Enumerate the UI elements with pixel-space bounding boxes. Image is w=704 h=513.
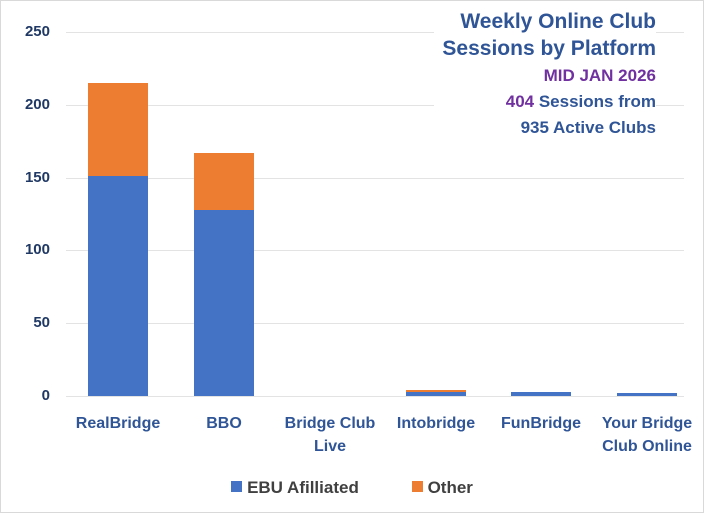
- chart-title: Weekly Online Club Sessions by Platform …: [434, 8, 656, 141]
- bar-other: [406, 390, 466, 392]
- x-axis-label: Bridge Club Live: [275, 412, 385, 458]
- sessions-text: Sessions from: [534, 92, 656, 111]
- title-line-1: Weekly Online Club: [460, 10, 656, 33]
- bar-ebu: [511, 391, 571, 396]
- gridline: [66, 323, 684, 325]
- sessions-count: 404: [505, 92, 535, 111]
- x-label-line: Your Bridge: [601, 415, 693, 432]
- x-axis-label: FunBridge: [486, 412, 596, 435]
- y-tick-label: 200: [24, 95, 50, 113]
- y-tick-label: 150: [24, 168, 50, 186]
- legend-item-other: Other: [411, 478, 473, 498]
- legend-item-ebu: EBU Afilliated: [231, 478, 359, 498]
- bar-other: [88, 82, 148, 177]
- legend-label-ebu: EBU Afilliated: [247, 478, 359, 497]
- legend-swatch-orange: [411, 481, 423, 492]
- gridline: [66, 32, 684, 33]
- bar-ebu: [406, 391, 466, 396]
- gridline: [66, 177, 684, 179]
- bar-ebu: [617, 393, 677, 396]
- gridline: [66, 250, 684, 252]
- x-axis-label: BBO: [169, 412, 279, 435]
- title-clubs: 935 Active Clubs: [520, 118, 656, 137]
- x-axis-label: Your Bridge Club Online: [592, 412, 702, 458]
- y-tick-label: 250: [24, 23, 50, 40]
- title-line-2: Sessions by Platform: [442, 37, 656, 60]
- x-label-line: Bridge Club: [284, 415, 376, 432]
- title-sessions: 404 Sessions from: [442, 89, 656, 115]
- legend-label-other: Other: [427, 478, 473, 497]
- bar-ebu: [194, 209, 254, 396]
- x-label-line: Live: [313, 438, 346, 455]
- x-label-line: BBO: [206, 415, 242, 432]
- legend-swatch-blue: [231, 481, 243, 492]
- x-label-line: Intobridge: [396, 415, 476, 432]
- gridline: [66, 104, 684, 106]
- x-axis-label: Intobridge: [381, 412, 491, 435]
- bar-ebu: [88, 176, 148, 396]
- title-date: MID JAN 2026: [543, 66, 656, 85]
- x-label-line: FunBridge: [501, 415, 581, 432]
- y-tick-label: 100: [24, 241, 50, 259]
- bar-other: [194, 152, 254, 210]
- y-tick-label: 50: [33, 314, 50, 332]
- x-axis-label: RealBridge: [63, 412, 173, 435]
- legend: EBU Afilliated Other: [0, 478, 704, 498]
- x-label-line: Club Online: [602, 438, 692, 455]
- x-label-line: RealBridge: [75, 415, 161, 432]
- gridline: [66, 396, 684, 397]
- y-tick-label: 0: [41, 387, 50, 404]
